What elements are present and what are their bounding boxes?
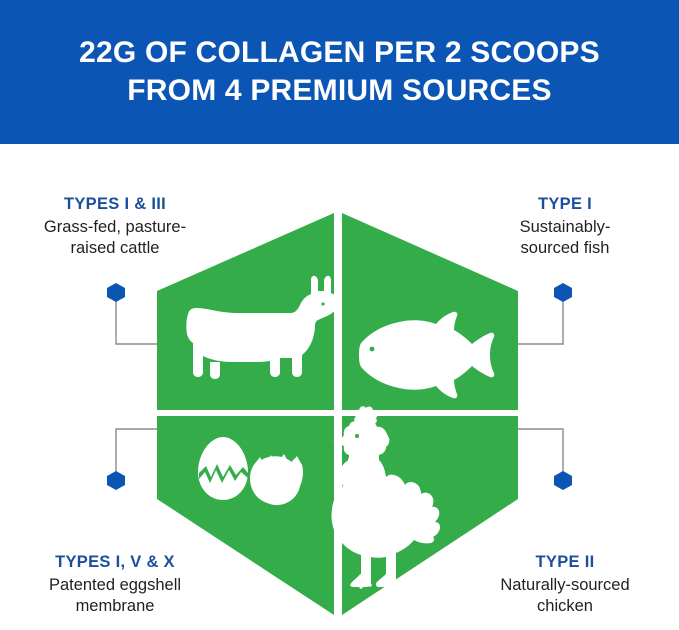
- eggshell-icon: [198, 437, 303, 505]
- callout-desc-eggshell-line2: membrane: [75, 597, 155, 615]
- chicken-comb: [354, 406, 378, 425]
- fish-icon: [359, 311, 495, 399]
- quadrant-bottom-right-chicken[interactable]: [331, 406, 518, 615]
- chicken-eye: [355, 434, 359, 438]
- header-title-line-2: FROM 4 PREMIUM SOURCES: [127, 74, 552, 107]
- callout-desc-eggshell-line1: Patented eggshell: [48, 576, 182, 594]
- callout-title-eggshell: TYPES I, V & X: [55, 553, 175, 571]
- hexagon-marker-bottom-left[interactable]: [107, 471, 125, 490]
- chicken-feet: [350, 574, 399, 589]
- callout-bottom-left: TYPES I, V & X Patented eggshell membran…: [10, 552, 220, 617]
- connector-top-left: [115, 294, 160, 345]
- hexagon-marker-top-right[interactable]: [554, 283, 572, 302]
- callout-top-right: TYPE I Sustainably- sourced fish: [460, 194, 670, 259]
- callout-title-fish: TYPE I: [537, 195, 593, 213]
- cow-icon: [186, 275, 338, 379]
- callout-desc-fish-line1: Sustainably-: [519, 218, 611, 236]
- callout-desc-chicken-line2: chicken: [537, 597, 593, 615]
- quadrant-top-right-fish[interactable]: [342, 213, 518, 410]
- quadrant-bottom-left-eggshell[interactable]: [157, 416, 334, 615]
- egg-shell-piece: [250, 454, 303, 504]
- header-banner: 22G OF COLLAGEN PER 2 SCOOPS FROM 4 PREM…: [0, 0, 679, 144]
- callout-desc-cattle-line2: raised cattle: [70, 239, 160, 257]
- hexagon-marker-bottom-right[interactable]: [554, 471, 572, 490]
- connector-bottom-right: [515, 428, 564, 479]
- connector-top-right: [515, 294, 564, 345]
- callout-title-chicken: TYPE II: [535, 553, 595, 571]
- hexagon-source-diagram: [107, 213, 572, 615]
- callout-desc-fish-line2: sourced fish: [520, 239, 610, 257]
- quadrant-top-left-cattle[interactable]: [157, 213, 338, 410]
- chicken-beak: [333, 438, 344, 446]
- header-title-line-1: 22G OF COLLAGEN PER 2 SCOOPS: [79, 36, 600, 69]
- callout-title-cattle: TYPES I & III: [63, 195, 166, 213]
- callout-desc-cattle-line1: Grass-fed, pasture-: [43, 218, 187, 236]
- cow-eye: [321, 302, 325, 306]
- chicken-icon: [331, 406, 440, 589]
- infographic-stage: TYPES I & III Grass-fed, pasture- raised…: [0, 144, 679, 630]
- connector-lines: [115, 294, 564, 479]
- chicken-wattle: [347, 453, 360, 469]
- hexagon-marker-top-left[interactable]: [107, 283, 125, 302]
- callout-desc-chicken-line1: Naturally-sourced: [500, 576, 630, 594]
- fish-eye: [369, 346, 375, 352]
- callout-top-left: TYPES I & III Grass-fed, pasture- raised…: [10, 194, 220, 259]
- callout-bottom-right: TYPE II Naturally-sourced chicken: [460, 552, 670, 617]
- hexagon-markers: [107, 283, 572, 490]
- cow-body: [186, 275, 338, 379]
- egg-crack-line: [199, 464, 248, 483]
- connector-bottom-left: [115, 428, 160, 479]
- fish-body: [359, 311, 495, 399]
- egg-whole: [198, 437, 248, 500]
